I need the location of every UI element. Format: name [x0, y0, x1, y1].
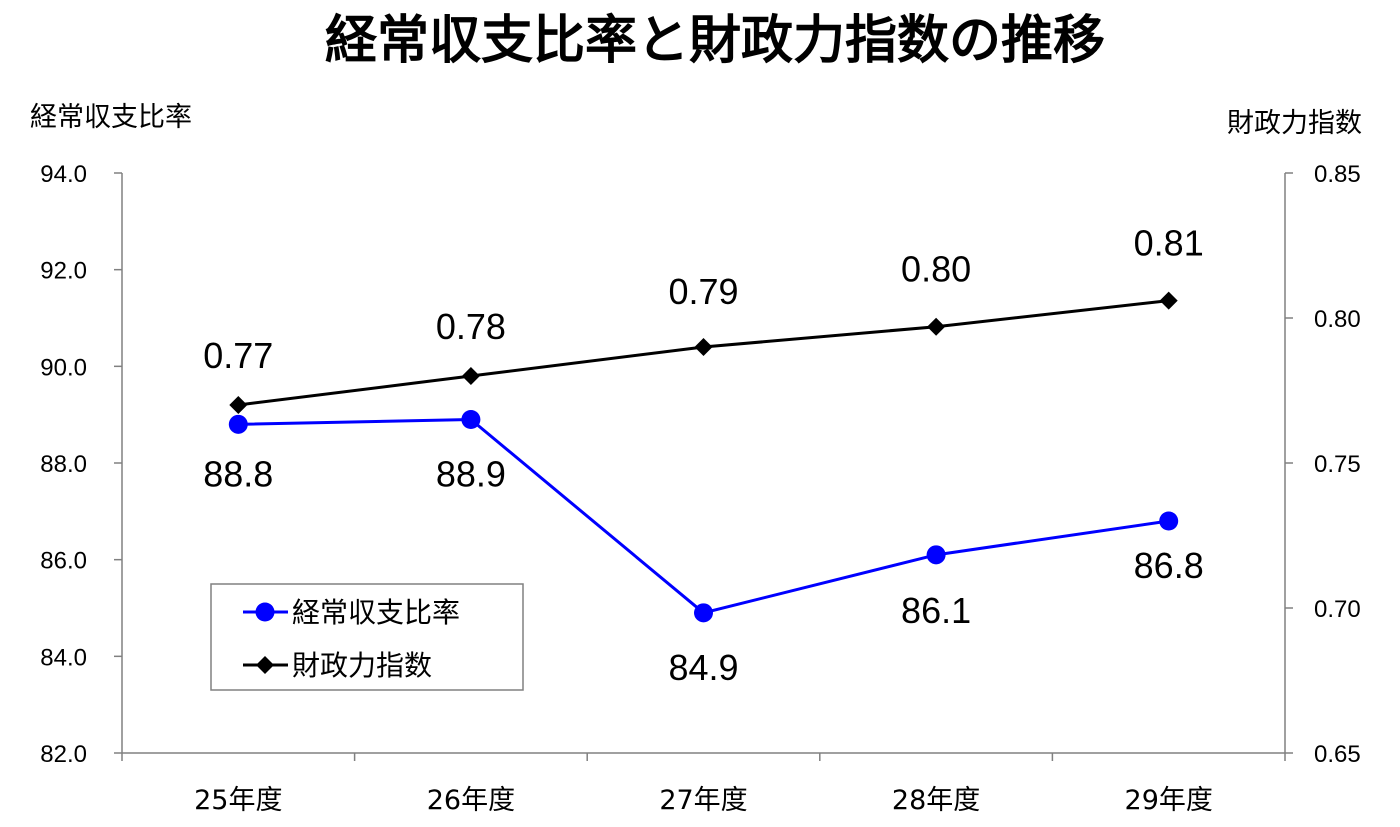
keijo-shushi-hiritsu-data-label: 88.9 [436, 454, 506, 495]
zaisei-ryoku-shisu-point [694, 338, 713, 356]
zaisei-ryoku-shisu-point [1159, 291, 1178, 310]
right-axis-title: 財政力指数 [1227, 108, 1362, 139]
keijo-shushi-hiritsu-point [461, 410, 481, 429]
x-tick-label: 26年度 [427, 785, 515, 816]
left-tick-label: 88.0 [40, 451, 87, 478]
keijo-shushi-hiritsu-data-label: 88.8 [203, 453, 273, 494]
zaisei-ryoku-shisu-data-label: 0.77 [203, 335, 273, 376]
keijo-shushi-hiritsu-data-label: 84.9 [668, 647, 738, 688]
axes: 82.0 84.0 86.0 88.0 90.0 92.0 94.0 0.65 0.70 0.75… [40, 161, 1360, 816]
legend-entry: 財政力指数 [292, 649, 432, 682]
keijo-shushi-hiritsu-point [228, 414, 248, 434]
zaisei-ryoku-shisu-data-label: 0.81 [1134, 223, 1204, 264]
zaisei-ryoku-shisu-point [229, 396, 248, 414]
keijo-shushi-hiritsu-data-label: 86.1 [901, 590, 971, 631]
x-tick-label: 25年度 [194, 785, 282, 816]
x-tick-label: 29年度 [1125, 785, 1213, 816]
legend-box [210, 583, 524, 691]
keijo-shushi-hiritsu-point [1159, 511, 1179, 531]
x-tick-label: 28年度 [892, 785, 980, 816]
zaisei-ryoku-shisu-data-label: 0.79 [668, 271, 738, 312]
keijo-shushi-hiritsu-data-label: 86.8 [1134, 545, 1204, 586]
left-tick-label: 84.0 [40, 644, 87, 671]
x-tick-label: 27年度 [659, 785, 747, 816]
left-tick-label: 90.0 [40, 354, 87, 381]
keijo-shushi-hiritsu-point [694, 603, 713, 623]
left-axis-title: 経常収支比率 [30, 102, 192, 133]
left-tick-label: 86.0 [40, 548, 87, 575]
zaisei-ryoku-shisu-point [461, 367, 480, 385]
series-layer: 88.8 88.9 84.9 86.1 86.8 0.77 0.78 0.79 0.80 0.81 [203, 223, 1203, 688]
right-tick-label: 0.65 [1314, 741, 1361, 768]
zaisei-ryoku-shisu-point [927, 317, 946, 336]
right-tick-label: 0.85 [1314, 161, 1361, 188]
right-tick-label: 0.80 [1314, 306, 1361, 333]
zaisei-ryoku-shisu-data-label: 0.80 [901, 249, 971, 290]
left-tick-label: 92.0 [40, 258, 87, 285]
legend-marker [256, 656, 274, 674]
right-tick-label: 0.70 [1314, 596, 1361, 623]
keijo-shushi-hiritsu-point [926, 545, 946, 565]
left-tick-label: 94.0 [40, 161, 87, 188]
chart-title: 経常収支比率と財政力指数の推移 [325, 11, 1105, 71]
right-tick-label: 0.75 [1314, 451, 1361, 478]
legend-entry: 経常収支比率 [292, 596, 460, 629]
legend-marker [255, 602, 275, 622]
zaisei-ryoku-shisu-data-label: 0.78 [436, 306, 506, 347]
left-tick-label: 82.0 [40, 741, 87, 768]
